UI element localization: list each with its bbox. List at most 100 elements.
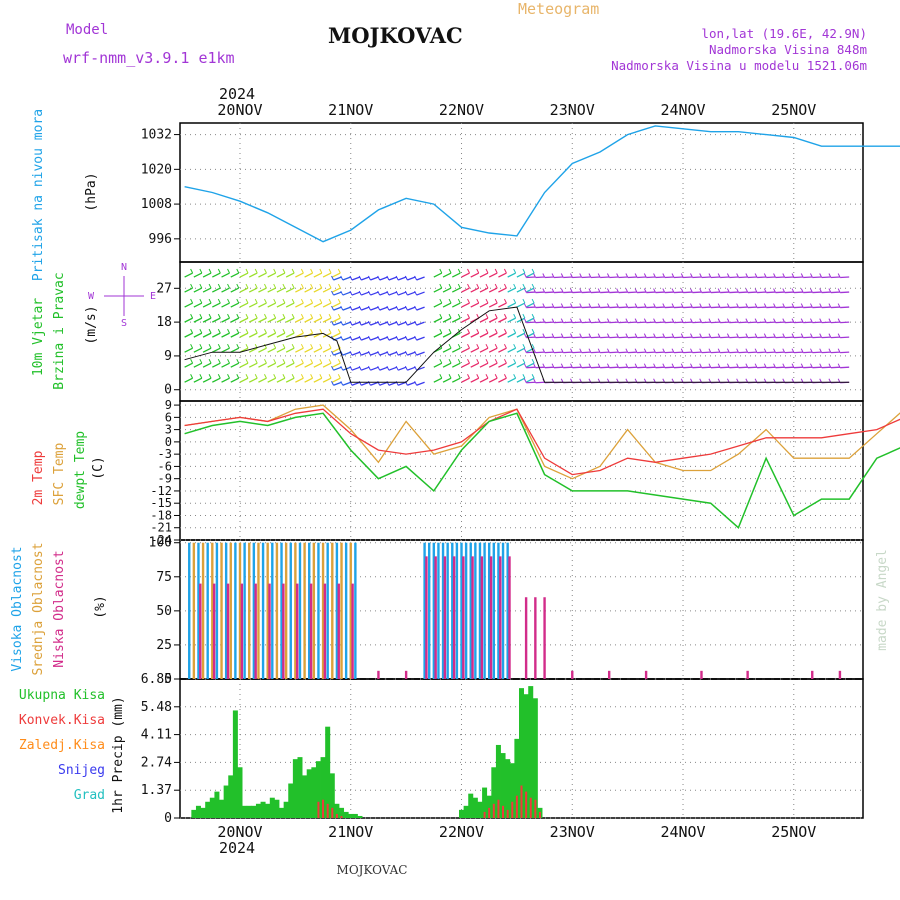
wind-barb-flag — [754, 363, 758, 368]
wind-barb — [461, 377, 470, 383]
wind-barb-flag — [349, 305, 353, 311]
wind-barb-flag — [828, 333, 832, 338]
wind-barb-flag — [579, 303, 583, 308]
cloud-bar — [275, 542, 279, 679]
cloud-bar — [464, 542, 468, 679]
cloud-bar — [446, 542, 449, 679]
wind-barb — [407, 291, 416, 296]
wind-barb-flag — [773, 348, 776, 353]
wind-barb-flag — [570, 333, 573, 338]
wind-barb — [461, 272, 470, 278]
precip-total-bar — [463, 805, 469, 818]
wind-barb — [370, 351, 379, 356]
cloud-bar — [452, 556, 456, 679]
wind-barb — [267, 362, 276, 368]
precip-total-bar — [237, 767, 243, 818]
wind-barb — [267, 377, 276, 383]
wind-barb — [331, 347, 341, 353]
precip-conv-bar — [515, 795, 518, 818]
wind-barb-flag — [662, 318, 666, 323]
sfc-temp-line — [184, 404, 900, 480]
wind-barb — [379, 306, 388, 311]
wind-barb — [442, 377, 452, 383]
wind-barb — [784, 306, 794, 309]
wind-barb — [470, 272, 480, 278]
wind-barb-flag — [254, 268, 258, 274]
wind-barb — [701, 336, 711, 339]
wind-barb — [212, 347, 221, 353]
wind-barb — [766, 291, 776, 294]
wind-barb — [342, 381, 351, 386]
wind-barb-flag — [404, 305, 408, 311]
wind-barb — [618, 306, 628, 309]
y-tick-label: -9 — [158, 472, 172, 486]
wind-barb — [342, 276, 351, 281]
wind-barb — [710, 276, 720, 279]
wind-barb-flag — [340, 275, 344, 281]
temp-sfc-title: SFC Temp — [52, 443, 67, 506]
wind-barb — [664, 336, 674, 339]
wind-barb — [637, 321, 647, 324]
wind-barb — [407, 306, 416, 311]
wind-barb — [618, 366, 628, 369]
wind-barb — [313, 347, 323, 353]
wind-barb — [397, 306, 407, 311]
wind-barb-flag — [773, 363, 776, 368]
wind-barb-flag — [837, 288, 841, 293]
wind-barb — [821, 306, 831, 309]
wind-barb-flag — [319, 268, 323, 274]
wind-barb — [637, 351, 647, 354]
wind-barb — [766, 351, 776, 354]
cloud-bar — [508, 556, 511, 679]
wind-barb — [258, 317, 267, 323]
wind-barb-flag — [763, 273, 767, 278]
wind-barb — [379, 336, 388, 341]
wind-barb — [258, 287, 267, 293]
wind-barb — [535, 306, 545, 309]
wind-barb — [322, 287, 332, 293]
cloud-bar — [441, 542, 445, 679]
wind-barb-flag — [291, 373, 295, 379]
wind-barb — [433, 287, 443, 293]
wind-barb-flag — [717, 303, 721, 308]
wind-barb-flag — [300, 343, 304, 349]
wind-barb-flag — [190, 373, 194, 379]
precip-ylabel: 1hr Precip (mm) — [111, 696, 126, 813]
wind-barb — [581, 366, 591, 369]
cloud-bar — [188, 542, 191, 679]
wind-barb — [803, 276, 813, 279]
precip-conv-bar — [335, 813, 338, 818]
wind-barb-flag — [699, 333, 703, 338]
wind-barb — [553, 321, 564, 324]
wind-barb — [351, 306, 361, 311]
wind-barb — [747, 306, 757, 309]
cloud-bar — [261, 542, 265, 679]
wind-barb-flag — [208, 268, 212, 274]
wind-barb — [470, 332, 480, 338]
wind-barb-flag — [690, 363, 693, 368]
wind-barb — [184, 377, 193, 383]
wind-barb — [379, 366, 388, 371]
wind-barb — [433, 302, 443, 308]
cloud-bar — [451, 542, 454, 679]
wind-barb-flag — [367, 305, 371, 311]
wind-barb-flag — [828, 348, 832, 353]
wind-barb — [535, 351, 545, 354]
wind-barb-flag — [634, 348, 638, 353]
wind-barb — [683, 351, 693, 354]
wind-barb-flag — [653, 273, 657, 278]
wind-barb — [498, 317, 507, 323]
wind-barb-flag — [208, 283, 212, 289]
station-title: MOJKOVAC — [328, 23, 463, 48]
wind-barb-flag — [331, 365, 334, 371]
wind-barb-flag — [208, 328, 212, 334]
wind-barb — [360, 351, 370, 356]
wind-barb-flag — [337, 268, 341, 274]
cloud-bar — [206, 542, 209, 679]
wind-barb-flag — [404, 290, 408, 296]
cloud-plot — [188, 542, 842, 679]
wind-barb-flag — [625, 318, 629, 323]
temp-unit: (C) — [91, 456, 106, 479]
cloud-bar — [280, 542, 283, 679]
wind-barb-flag — [328, 313, 332, 319]
